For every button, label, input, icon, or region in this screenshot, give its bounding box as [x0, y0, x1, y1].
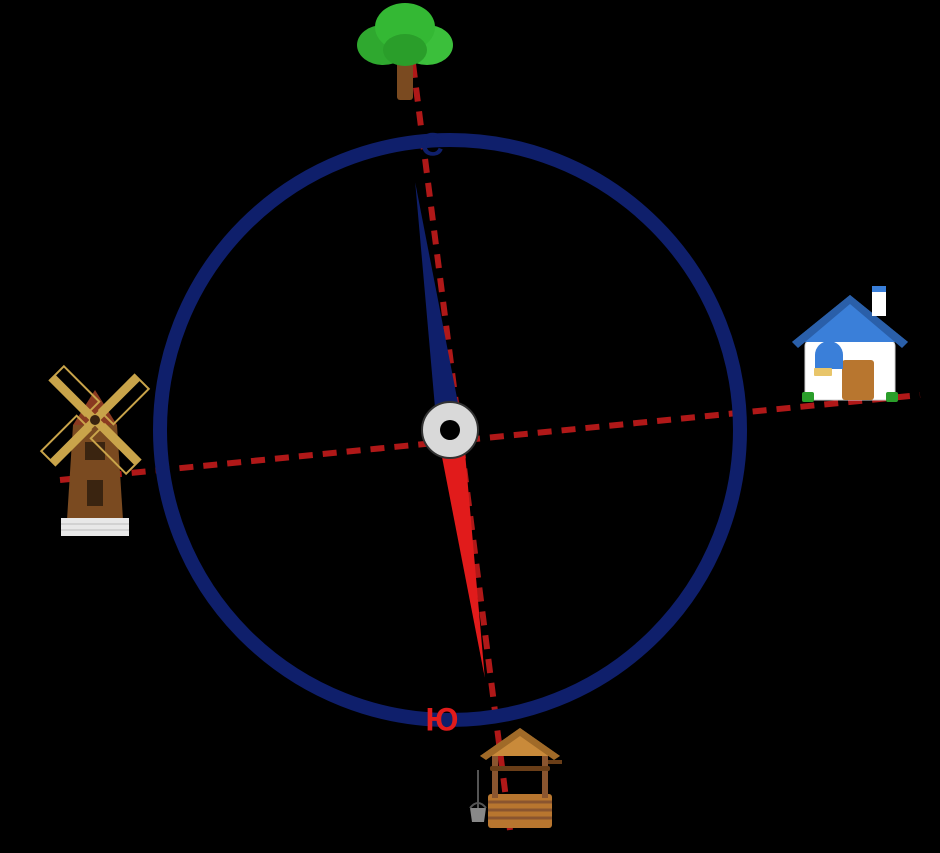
tree-icon — [357, 3, 453, 100]
label-north: С — [420, 127, 443, 164]
house-icon — [792, 286, 908, 402]
compass-diagram — [0, 0, 940, 853]
well-icon — [470, 728, 562, 828]
dashed-line-horizontal — [60, 395, 920, 480]
windmill-icon — [41, 366, 148, 536]
needle-hub-inner — [440, 420, 460, 440]
label-south: Ю — [426, 702, 459, 739]
